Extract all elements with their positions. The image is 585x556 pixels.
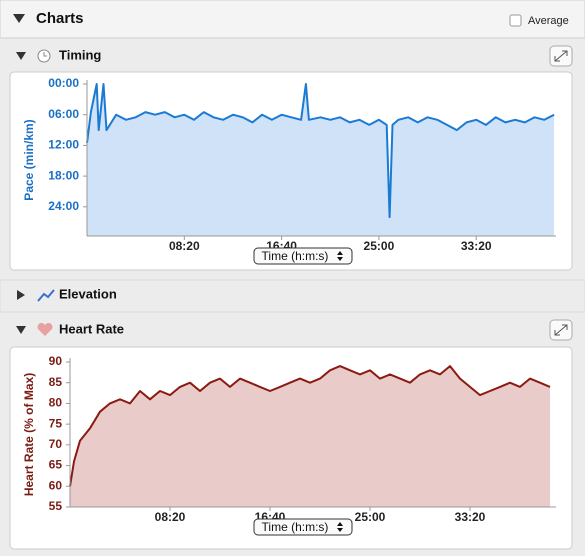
y-tick-label: 90 xyxy=(49,354,63,368)
expand-arrow[interactable] xyxy=(17,290,25,300)
elevation-icon xyxy=(37,289,55,302)
select-arrows xyxy=(337,251,343,261)
average-label[interactable]: Average xyxy=(528,15,569,27)
y-tick-label: 24:00 xyxy=(48,199,79,213)
x-tick-label: 08:20 xyxy=(155,510,186,524)
x-axis-select-label[interactable]: Time (h:m:s) xyxy=(262,249,329,263)
section-header xyxy=(0,40,585,72)
y-tick-label: 80 xyxy=(49,396,63,410)
series-line xyxy=(69,365,551,487)
x-axis-select[interactable] xyxy=(253,247,353,265)
heart-icon xyxy=(37,322,53,336)
panel-header xyxy=(0,0,585,39)
y-tick-label: 18:00 xyxy=(48,168,79,182)
expand-icon xyxy=(554,324,568,336)
section-title[interactable]: Heart Rate xyxy=(59,321,124,336)
section-title[interactable]: Elevation xyxy=(59,286,117,301)
y-tick-label: 85 xyxy=(49,375,63,389)
collapse-arrow[interactable] xyxy=(13,14,25,23)
x-tick-label: 08:20 xyxy=(169,239,200,253)
area-fill xyxy=(87,84,555,236)
x-axis-select[interactable] xyxy=(253,518,353,536)
area-fill xyxy=(70,366,550,507)
y-tick-label: 70 xyxy=(49,437,63,451)
y-tick-label: 75 xyxy=(49,416,63,430)
collapse-arrow[interactable] xyxy=(16,52,26,60)
collapse-arrow[interactable] xyxy=(16,326,26,334)
clock-hands xyxy=(43,52,47,57)
y-tick-label: 12:00 xyxy=(48,138,79,152)
y-tick-label: 65 xyxy=(49,458,63,472)
x-tick-label: 25:00 xyxy=(364,239,395,253)
expand-icon xyxy=(554,50,568,62)
section-title[interactable]: Timing xyxy=(59,47,101,62)
series-line xyxy=(86,83,555,219)
y-tick-label: 00:00 xyxy=(48,76,79,90)
section-header xyxy=(0,279,585,313)
x-tick-label: 25:00 xyxy=(355,510,386,524)
y-tick-label: 06:00 xyxy=(48,107,79,121)
y-tick-label: 55 xyxy=(49,499,63,513)
y-tick-label: 60 xyxy=(49,478,63,492)
x-tick-label: 33:20 xyxy=(455,510,486,524)
x-axis-select-label[interactable]: Time (h:m:s) xyxy=(262,520,329,534)
y-axis-title: Heart Rate (% of Max) xyxy=(22,373,36,496)
y-axis-title: Pace (min/km) xyxy=(22,119,36,200)
panel-title: Charts xyxy=(36,10,84,27)
select-arrows xyxy=(337,522,343,532)
x-tick-label: 33:20 xyxy=(461,239,492,253)
average-checkbox[interactable] xyxy=(509,14,522,27)
